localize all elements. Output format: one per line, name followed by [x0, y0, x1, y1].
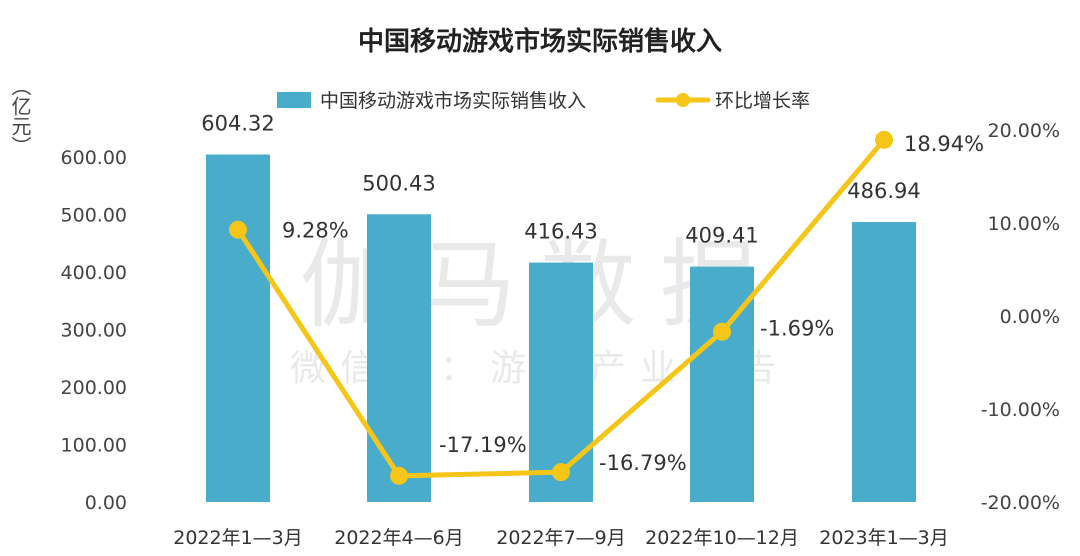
- line-value-label: -1.69%: [760, 317, 834, 341]
- y-tick-left-label: 0.00: [85, 492, 127, 514]
- x-tick-label: 2022年1—3月: [173, 527, 303, 549]
- x-tick-label: 2022年10—12月: [645, 527, 799, 549]
- bar: [529, 262, 593, 502]
- line-value-label: -16.79%: [599, 451, 687, 475]
- y-tick-right-label: 20.00%: [988, 120, 1060, 142]
- legend-line-label: 环比增长率: [715, 90, 810, 112]
- chart-title: 中国移动游戏市场实际销售收入: [358, 26, 722, 57]
- y-tick-right-label: 10.00%: [988, 213, 1060, 235]
- legend: 中国移动游戏市场实际销售收入 环比增长率: [277, 90, 810, 112]
- bar-data-labels: 604.32 500.43 416.43 409.41 486.94: [201, 112, 920, 248]
- y-axis-right: -20.00% -10.00% 0.00% 10.00% 20.00%: [981, 120, 1060, 514]
- x-tick-label: 2022年4—6月: [334, 527, 464, 549]
- bar-value-label: 486.94: [847, 179, 920, 203]
- bar-value-label: 409.41: [685, 224, 758, 248]
- y-tick-left-label: 600.00: [61, 147, 127, 169]
- x-tick-label: 2023年1—3月: [819, 527, 949, 549]
- bar: [206, 154, 270, 503]
- line-point: [552, 463, 570, 482]
- line-value-label: 9.28%: [282, 219, 349, 243]
- line-data-labels: 9.28% -17.19% -16.79% -1.69% 18.94%: [282, 132, 984, 475]
- line-point: [229, 220, 247, 239]
- legend-bar-label: 中国移动游戏市场实际销售收入: [320, 90, 586, 112]
- y-tick-left-label: 500.00: [61, 205, 127, 227]
- bar-value-label: 416.43: [524, 220, 597, 244]
- y-tick-right-label: 0.00%: [1000, 306, 1060, 328]
- line-point: [713, 322, 731, 341]
- y-tick-left-label: 200.00: [61, 377, 127, 399]
- legend-line-marker: [676, 93, 690, 107]
- line-value-label: -17.19%: [439, 433, 527, 457]
- y-axis-left: 0.00 100.00 200.00 300.00 400.00 500.00 600.00: [61, 147, 127, 514]
- bar-value-label: 500.43: [362, 171, 435, 195]
- bar-value-label: 604.32: [201, 112, 274, 136]
- y-tick-right-label: -20.00%: [981, 492, 1060, 514]
- y-tick-right-label: -10.00%: [981, 399, 1060, 421]
- legend-bar-swatch: [277, 92, 311, 108]
- line-series: [229, 130, 893, 485]
- x-tick-label: 2022年7—9月: [496, 527, 626, 549]
- y-axis-left-unit: （亿元）: [8, 76, 32, 156]
- bar: [367, 214, 431, 502]
- line-value-label: 18.94%: [904, 132, 984, 156]
- x-axis: 2022年1—3月 2022年4—6月 2022年7—9月 2022年10—12月 20…: [173, 527, 949, 549]
- bar-series: [206, 154, 916, 503]
- y-tick-left-label: 100.00: [61, 435, 127, 457]
- bar: [852, 222, 916, 502]
- line-point: [390, 466, 408, 485]
- y-tick-left-label: 400.00: [61, 262, 127, 284]
- line-point: [875, 130, 893, 149]
- y-tick-left-label: 300.00: [61, 320, 127, 342]
